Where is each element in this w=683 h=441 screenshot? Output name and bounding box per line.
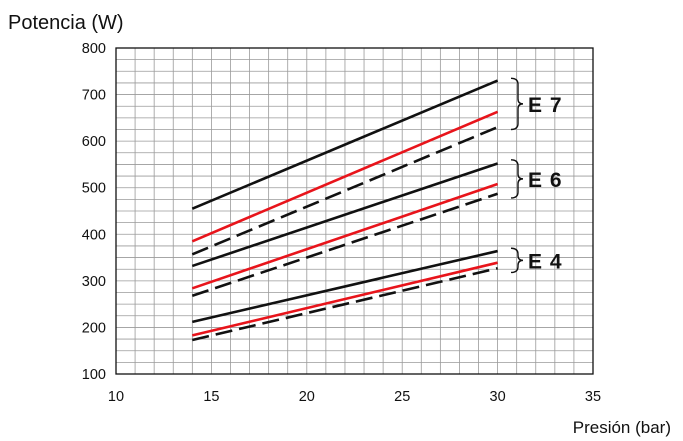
series-line-e7-solid <box>191 110 499 243</box>
y-tick-label: 700 <box>82 88 106 104</box>
series-line-e4-dashed <box>192 267 498 342</box>
series-line-e6-solid <box>191 182 499 290</box>
y-tick-label: 100 <box>82 367 106 383</box>
y-tick-label: 400 <box>82 227 106 243</box>
series-line-e6-dashed <box>191 192 499 297</box>
axes <box>115 47 594 375</box>
y-tick-label: 200 <box>82 320 106 336</box>
x-tick-label: 30 <box>490 389 506 405</box>
group-label: E 6 <box>528 169 563 192</box>
x-tick-label: 20 <box>299 389 315 405</box>
group-brace <box>510 159 524 199</box>
series-line-e4-solid <box>192 249 498 324</box>
x-tick-label: 25 <box>394 389 410 405</box>
grid <box>115 47 594 375</box>
group-label: E 7 <box>528 94 563 117</box>
plot-frame <box>115 47 594 375</box>
y-tick-label: 600 <box>82 134 106 150</box>
y-tick-label: 500 <box>82 181 106 197</box>
group-brace <box>510 247 524 274</box>
tick-labels: 100 200 300 400 500 600 700 800 10 15 20 25 30 35 <box>82 41 601 405</box>
series-line-e6-solid <box>191 162 499 268</box>
series-lines <box>191 79 499 342</box>
group-label: E 4 <box>528 250 563 273</box>
x-tick-label: 35 <box>585 389 601 405</box>
x-tick-label: 10 <box>108 389 124 405</box>
y-tick-label: 300 <box>82 274 106 290</box>
x-tick-label: 15 <box>203 389 219 405</box>
series-line-e7-dashed <box>191 125 499 256</box>
y-tick-label: 800 <box>82 41 106 57</box>
series-line-e7-solid <box>191 79 499 210</box>
x-axis-label: Presión (bar) <box>573 418 671 437</box>
y-axis-label: Potencia (W) <box>8 12 124 34</box>
group-brace <box>510 77 524 131</box>
series-line-e4-solid <box>192 261 498 337</box>
group-labels: E 7 E 6 E 4 <box>510 77 563 274</box>
